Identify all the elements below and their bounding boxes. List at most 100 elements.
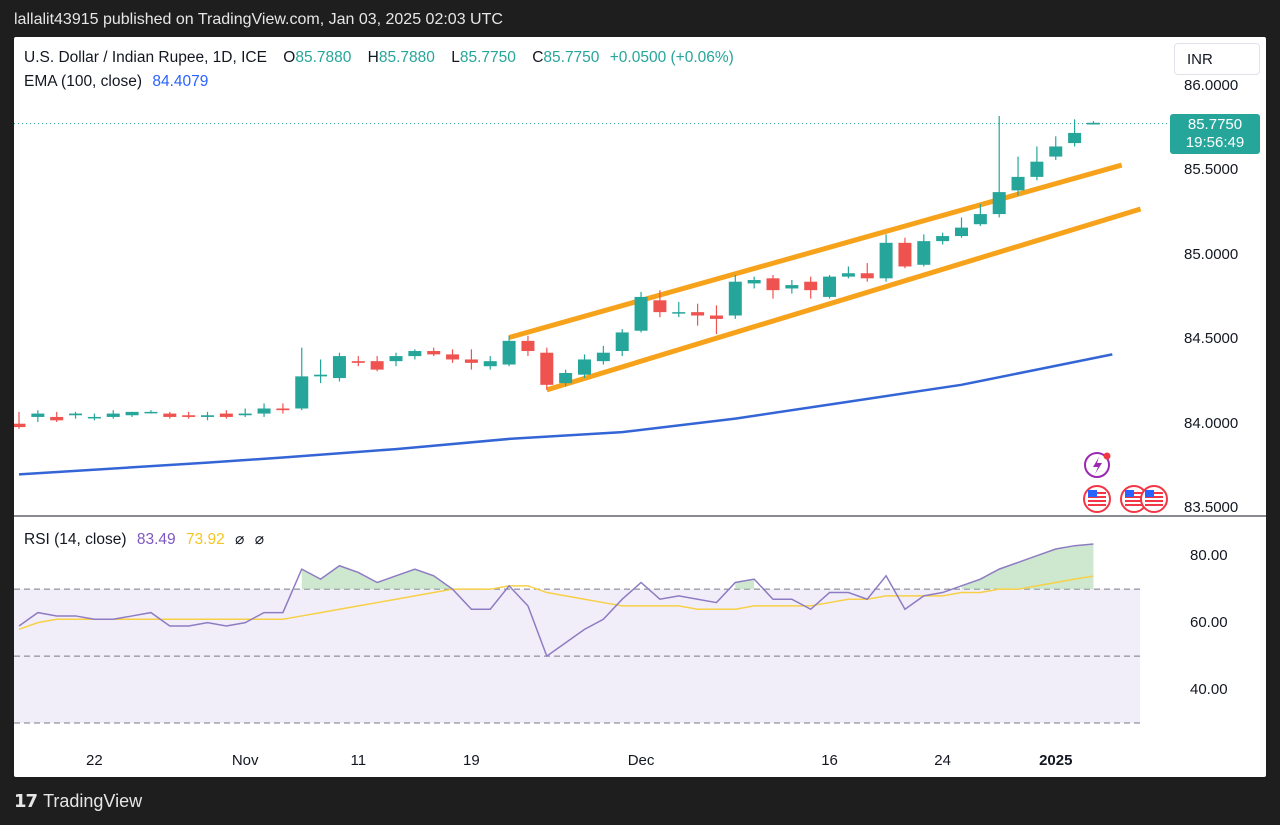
candle-body [351, 361, 365, 363]
candle-body [50, 416, 64, 421]
candle-body [653, 300, 667, 313]
candle-body [1068, 132, 1082, 144]
tradingview-logo-icon: 𝟭𝟳 [14, 791, 38, 811]
rsi-tick-label: 60.00 [1190, 613, 1228, 631]
chart-canvas[interactable] [14, 37, 1266, 777]
last-price-value: 85.7750 [1187, 115, 1243, 133]
candle [634, 291, 648, 333]
candle [879, 234, 893, 282]
candle-body [860, 273, 874, 279]
candle-body [578, 359, 591, 375]
candle-body [804, 281, 818, 291]
candle [766, 274, 780, 299]
candle [50, 411, 64, 423]
candle-body [389, 356, 403, 362]
candle [804, 276, 818, 299]
candle-body [615, 332, 629, 352]
ema-value: 84.4079 [152, 73, 209, 90]
us-flag-icon [1083, 485, 1111, 513]
candle-body [936, 236, 950, 242]
candle [578, 354, 591, 379]
candle-body [1030, 161, 1044, 177]
rsi-label[interactable]: RSI (14, close) [24, 531, 127, 548]
rsi-overbought-fill [301, 565, 453, 590]
candle-body [314, 374, 328, 377]
candle [314, 359, 328, 384]
open-label: O [283, 49, 296, 66]
channel-lower-line [546, 206, 1142, 393]
ohlc-values: O85.7880 H85.7880 L85.7750 C85.7750 +0.0… [271, 49, 734, 66]
candle [1086, 121, 1100, 125]
chart-frame[interactable]: U.S. Dollar / Indian Rupee, 1D, ICE O 85.… [14, 37, 1266, 777]
low-label: L [451, 49, 460, 66]
candle-body [276, 408, 290, 411]
candle-body [1011, 176, 1025, 191]
candle [785, 280, 799, 294]
candle-body [201, 415, 214, 417]
candle-body [238, 413, 252, 416]
candle [596, 345, 610, 365]
candle [1030, 146, 1044, 181]
price-tick-label: 85.5000 [1184, 161, 1239, 179]
candle-body [1049, 146, 1063, 157]
symbol-title[interactable]: U.S. Dollar / Indian Rupee, 1D, ICE [24, 49, 267, 66]
candle-body [559, 372, 573, 384]
us-flag-icon [1120, 485, 1148, 513]
candle [728, 274, 742, 319]
candle [276, 403, 290, 414]
high-label: H [367, 49, 379, 66]
candle [483, 356, 497, 370]
brand-name: TradingView [43, 791, 143, 811]
time-tick-label: 2025 [1039, 752, 1073, 769]
candle-body [841, 273, 855, 277]
candle-body [370, 361, 384, 370]
price-tick-label: 84.5000 [1184, 330, 1239, 348]
tradingview-brand[interactable]: 𝟭𝟳 TradingView [14, 791, 142, 812]
candle [936, 232, 950, 245]
candle [295, 347, 309, 411]
candle [955, 217, 968, 238]
candle [502, 335, 516, 367]
ema-100-line [18, 353, 1113, 476]
candle-body [672, 312, 686, 314]
rsi-overbought-fill [961, 544, 1094, 590]
price-tick-label: 84.0000 [1184, 414, 1239, 432]
time-tick-label: 24 [934, 752, 951, 769]
candle-body [521, 340, 535, 352]
high-value: 85.7880 [378, 49, 435, 66]
candle [370, 356, 384, 372]
ema-legend[interactable]: EMA (100, close) 84.4079 [24, 73, 208, 91]
candle [823, 274, 837, 299]
candle-body [973, 214, 987, 225]
candle [106, 410, 120, 419]
close-value: 85.7750 [543, 49, 600, 66]
candle [238, 408, 252, 417]
rsi-legend[interactable]: RSI (14, close) 83.49 73.92 ⌀ ⌀ [24, 530, 264, 549]
rsi-tick-label: 40.00 [1190, 680, 1228, 698]
currency-button[interactable]: INR [1174, 43, 1260, 75]
candle-body [332, 356, 346, 379]
candle [841, 266, 855, 279]
candle [163, 411, 177, 419]
rsi-ma-value: 73.92 [185, 531, 225, 548]
ema-label[interactable]: EMA (100, close) [24, 73, 143, 90]
candle [427, 347, 441, 357]
candle-body [483, 361, 497, 367]
main-legend[interactable]: U.S. Dollar / Indian Rupee, 1D, ICE O 85.… [24, 49, 734, 67]
candle [559, 369, 573, 387]
candle [917, 234, 931, 267]
price-tick-label: 86.0000 [1184, 76, 1239, 94]
candle [257, 403, 271, 417]
candle [87, 413, 101, 421]
candle-body [408, 351, 422, 357]
candle [521, 335, 535, 357]
candle [860, 263, 874, 282]
candle [144, 410, 158, 414]
candle-body [257, 408, 271, 414]
price-tick-label: 85.0000 [1184, 245, 1239, 263]
publisher-caption: lallalit43915 published on TradingView.c… [14, 11, 503, 28]
candle-body [596, 352, 610, 362]
candle-body [747, 280, 761, 284]
candle [540, 347, 554, 390]
candle-body [766, 278, 780, 291]
